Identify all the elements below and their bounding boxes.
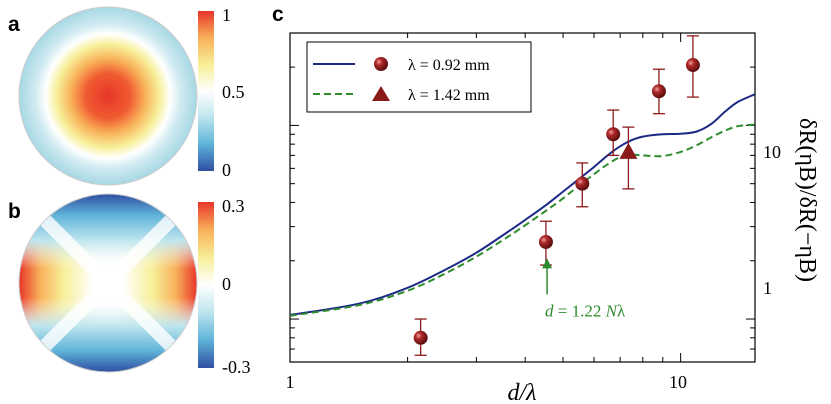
panel-a-map: [18, 6, 198, 186]
series-line-solid: [290, 93, 755, 316]
annotation-d: d: [545, 301, 554, 320]
panel-c-label: c: [272, 3, 284, 26]
series-line-dashed: [290, 123, 755, 317]
legend-marker-sphere: [374, 57, 388, 71]
annotation-n: N: [605, 301, 619, 320]
panel-b-colorbar: [198, 202, 214, 368]
annotation-arrow: [542, 258, 553, 295]
panel-b-cbar-tick-mid: 0: [222, 274, 231, 294]
data-point-sphere: [685, 58, 700, 73]
x-tick-label-10: 10: [669, 372, 687, 392]
annotation-equals: = 1.22: [554, 301, 606, 320]
panel-a-cbar-tick-bottom: 0: [222, 160, 231, 180]
data-point-sphere: [575, 176, 590, 191]
data-markers: [413, 35, 700, 356]
y-axis-label: δR(ηB)/δR(−ηB): [794, 118, 820, 282]
data-point-sphere: [606, 127, 621, 142]
panel-b-label: b: [8, 200, 21, 223]
panel-b-cbar-tick-top: 0.3: [222, 196, 245, 216]
legend: λ = 0.92 mm λ = 1.42 mm: [306, 41, 532, 113]
panel-a-cbar-tick-top: 1: [222, 5, 231, 25]
annotation-text: d = 1.22 Nλ: [545, 301, 626, 320]
legend-label-142: λ = 1.42 mm: [408, 87, 490, 104]
x-tick-label-1: 1: [286, 372, 295, 392]
legend-label-092: λ = 0.92 mm: [408, 57, 490, 74]
y-tick-label-10: 10: [763, 142, 781, 162]
panel-a-label: a: [8, 13, 20, 36]
panel-b-cbar-tick-bottom: -0.3: [222, 357, 251, 377]
data-point-sphere: [538, 234, 553, 249]
panel-a-colorbar: [198, 11, 214, 171]
panel-b-map: [19, 194, 197, 372]
y-tick-label-1: 1: [763, 278, 772, 298]
x-axis-label: d/λ: [507, 380, 536, 404]
legend-box: [306, 41, 532, 113]
data-point-triangle: [619, 142, 638, 159]
data-point-sphere: [651, 84, 666, 99]
legend-marker-triangle: [372, 86, 390, 101]
panel-a-cbar-tick-mid: 0.5: [222, 82, 245, 102]
axis-ticks: [289, 32, 755, 363]
data-point-sphere: [413, 330, 428, 345]
plot-frame: [289, 32, 756, 363]
annotation-lambda: λ: [617, 301, 626, 320]
